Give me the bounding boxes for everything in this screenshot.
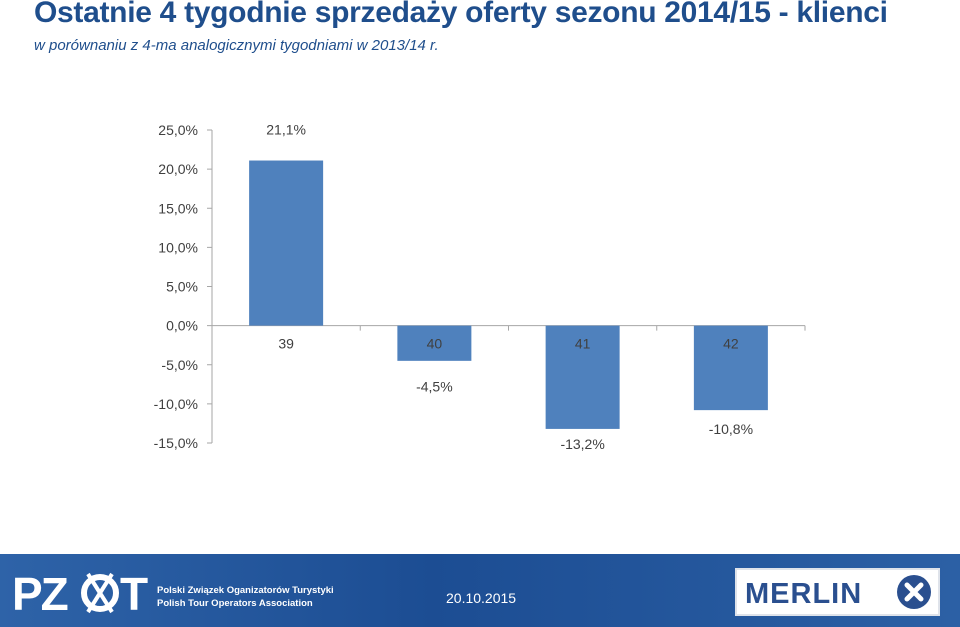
org-name-pl: Polski Związek Oganizatorów Turystyki <box>157 585 334 596</box>
x-category-label: 41 <box>575 336 591 352</box>
page-title: Ostatnie 4 tygodnie sprzedaży oferty sez… <box>34 0 888 29</box>
svg-text:T: T <box>120 568 148 620</box>
page-subtitle: w porównaniu z 4-ma analogicznymi tygodn… <box>34 37 439 54</box>
data-label: -10,8% <box>709 421 753 437</box>
data-label: -13,2% <box>560 436 604 452</box>
merlin-x-icon <box>897 575 931 609</box>
y-tick-label: 0,0% <box>166 318 198 334</box>
x-category-label: 42 <box>723 336 739 352</box>
footer-bar: PZ T Polski Związek Oganizatorów Turysty… <box>0 554 960 627</box>
y-tick-label: 15,0% <box>158 200 198 216</box>
bar-chart: 25,0% 20,0% 15,0% 10,0% 5,0% 0,0% -5,0% -10,0% -… <box>154 122 806 452</box>
y-tick-label: -15,0% <box>154 435 198 451</box>
x-category-label: 40 <box>427 336 443 352</box>
merlin-logo-text: MERLIN <box>745 578 863 610</box>
merlin-logo: MERLIN <box>735 568 940 616</box>
y-tick-label: 20,0% <box>158 161 198 177</box>
pzot-logo: PZ T <box>12 568 148 620</box>
bar <box>693 325 768 411</box>
bar <box>397 325 472 361</box>
x-category-label: 39 <box>278 336 294 352</box>
y-tick-label: -10,0% <box>154 396 198 412</box>
svg-text:PZ: PZ <box>12 568 68 620</box>
y-tick-label: 25,0% <box>158 122 198 138</box>
bar <box>545 325 620 429</box>
pzot-org-names: Polski Związek Oganizatorów Turystyki Po… <box>157 584 334 610</box>
data-label: -4,5% <box>416 379 453 395</box>
y-tick-label: 10,0% <box>158 239 198 255</box>
org-name-en: Polish Tour Operators Association <box>157 598 313 609</box>
bar <box>249 160 324 326</box>
y-tick-label: 5,0% <box>166 279 198 295</box>
footer-date: 20.10.2015 <box>446 590 517 606</box>
y-tick-label: -5,0% <box>161 357 198 373</box>
data-label: 21,1% <box>266 122 306 138</box>
